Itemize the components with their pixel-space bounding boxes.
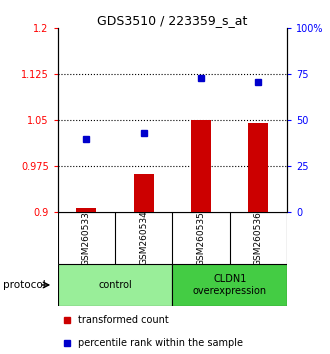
Text: GSM260536: GSM260536 [254,211,263,266]
Text: percentile rank within the sample: percentile rank within the sample [79,338,244,348]
Bar [134,175,154,212]
Bar [173,264,287,306]
Bar [191,120,211,212]
Text: transformed count: transformed count [79,315,169,325]
Bar [58,264,173,306]
Title: GDS3510 / 223359_s_at: GDS3510 / 223359_s_at [97,14,248,27]
Text: GSM260533: GSM260533 [82,211,91,266]
Bar [248,124,269,212]
Text: GSM260535: GSM260535 [197,211,206,266]
Text: control: control [98,280,132,290]
Text: protocol: protocol [3,280,46,290]
Text: CLDN1
overexpression: CLDN1 overexpression [193,274,267,296]
Bar [76,208,96,212]
Text: GSM260534: GSM260534 [139,211,148,266]
